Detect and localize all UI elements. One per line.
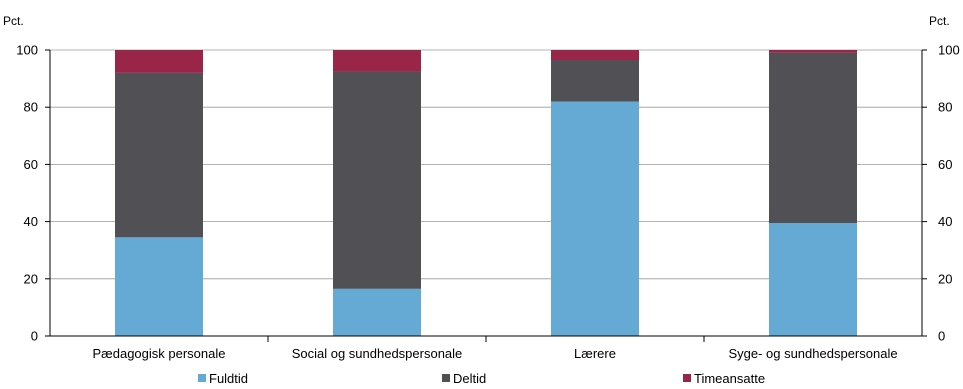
category-label-0: Pædagogisk personale	[93, 346, 226, 361]
legend-label-fuldtid: Fuldtid	[209, 371, 248, 386]
bar-deltid-3	[769, 52, 857, 224]
bars	[115, 50, 857, 336]
legend: Fuldtid Deltid Timeansatte	[198, 371, 765, 386]
category-label-3: Syge- og sundhedspersonale	[728, 346, 897, 361]
legend-label-deltid: Deltid	[453, 371, 486, 386]
y-tick-label-left-80: 80	[24, 100, 38, 115]
bar-deltid-1	[333, 71, 421, 289]
bar-fuldtid-2	[551, 101, 639, 336]
bar-fuldtid-3	[769, 223, 857, 336]
bar-timeansatte-1	[333, 50, 421, 72]
legend-swatch-fuldtid	[198, 374, 206, 382]
axes	[45, 49, 927, 342]
legend-label-timeansatte: Timeansatte	[694, 371, 765, 386]
y-tick-label-left-0: 0	[31, 329, 38, 344]
category-label-2: Lærere	[574, 346, 616, 361]
y-tick-label-right-100: 100	[938, 43, 960, 58]
category-label-1: Social og sundhedspersonale	[292, 346, 463, 361]
y-tick-label-right-0: 0	[938, 329, 945, 344]
y-tick-label-right-40: 40	[938, 214, 952, 229]
y-tick-label-right-20: 20	[938, 271, 952, 286]
bar-fuldtid-0	[115, 237, 203, 336]
bar-deltid-0	[115, 72, 203, 238]
left-axis-unit: Pct.	[3, 14, 24, 28]
bar-fuldtid-1	[333, 288, 421, 336]
right-axis-unit: Pct.	[929, 14, 950, 28]
y-tick-label-right-80: 80	[938, 100, 952, 115]
y-tick-label-right-60: 60	[938, 157, 952, 172]
y-tick-label-left-60: 60	[24, 157, 38, 172]
y-tick-label-left-100: 100	[16, 43, 38, 58]
legend-swatch-timeansatte	[683, 374, 691, 382]
y-tick-label-left-40: 40	[24, 214, 38, 229]
legend-swatch-deltid	[442, 374, 450, 382]
bar-deltid-2	[551, 60, 639, 102]
category-labels: Pædagogisk personale Social og sundhedspe…	[93, 346, 898, 361]
bar-timeansatte-0	[115, 50, 203, 73]
bar-timeansatte-2	[551, 50, 639, 61]
y-tick-labels: 0 0 20 20 40 40 60 60 80 80 100 100	[16, 43, 959, 344]
y-tick-label-left-20: 20	[24, 271, 38, 286]
bar-timeansatte-3	[769, 50, 857, 53]
